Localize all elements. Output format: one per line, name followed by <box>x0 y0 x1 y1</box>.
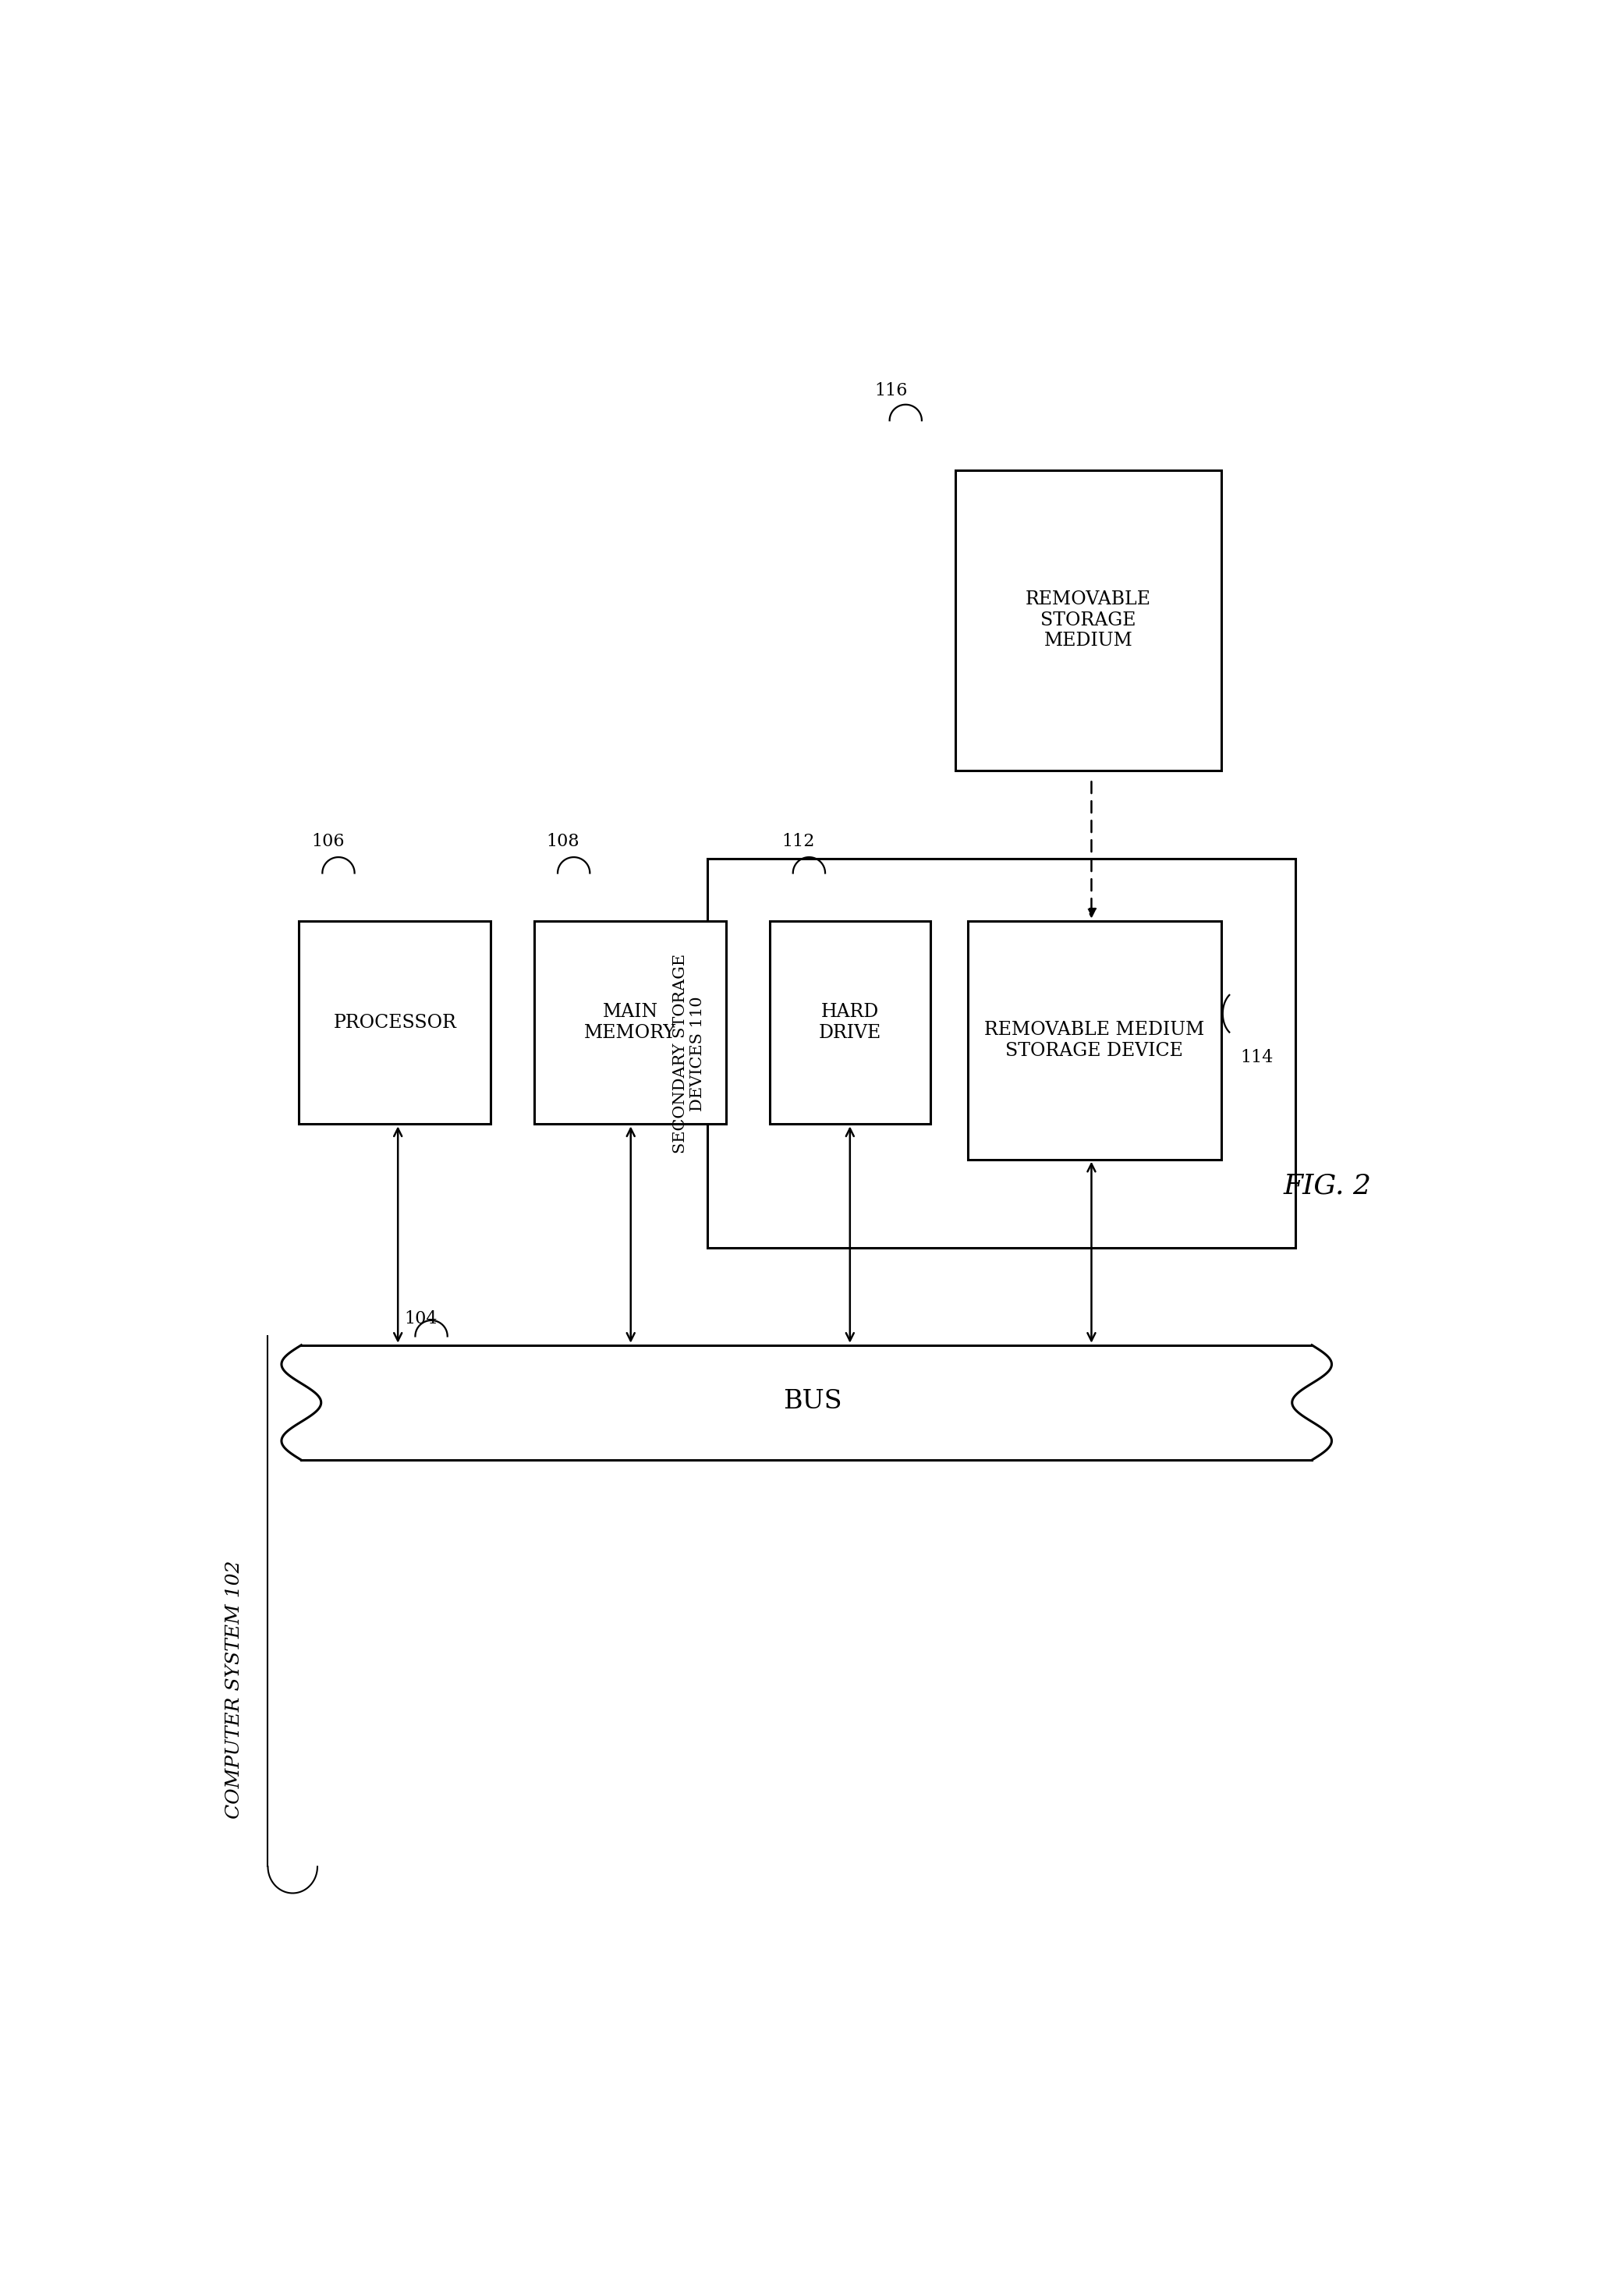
Bar <box>534 921 725 1125</box>
Text: MAIN
MEMORY: MAIN MEMORY <box>585 1003 676 1042</box>
Bar <box>770 921 930 1125</box>
Text: 114: 114 <box>1240 1049 1274 1065</box>
Text: FIG. 2: FIG. 2 <box>1283 1173 1371 1199</box>
Bar <box>968 921 1221 1159</box>
Text: SECONDARY STORAGE
DEVICES 110: SECONDARY STORAGE DEVICES 110 <box>673 953 705 1153</box>
Bar <box>299 921 491 1125</box>
Bar <box>956 471 1221 771</box>
Text: HARD
DRIVE: HARD DRIVE <box>818 1003 880 1042</box>
Text: 116: 116 <box>874 381 908 400</box>
Text: 108: 108 <box>547 833 580 850</box>
Text: REMOVABLE
STORAGE
MEDIUM: REMOVABLE STORAGE MEDIUM <box>1026 590 1151 650</box>
Text: COMPUTER SYSTEM 102: COMPUTER SYSTEM 102 <box>225 1561 243 1818</box>
Text: BUS: BUS <box>783 1389 842 1414</box>
Text: 106: 106 <box>312 833 344 850</box>
Text: 104: 104 <box>404 1311 438 1327</box>
Bar <box>708 859 1296 1249</box>
Text: 112: 112 <box>781 833 815 850</box>
Text: REMOVABLE MEDIUM
STORAGE DEVICE: REMOVABLE MEDIUM STORAGE DEVICE <box>984 1022 1205 1058</box>
Text: PROCESSOR: PROCESSOR <box>334 1013 457 1031</box>
